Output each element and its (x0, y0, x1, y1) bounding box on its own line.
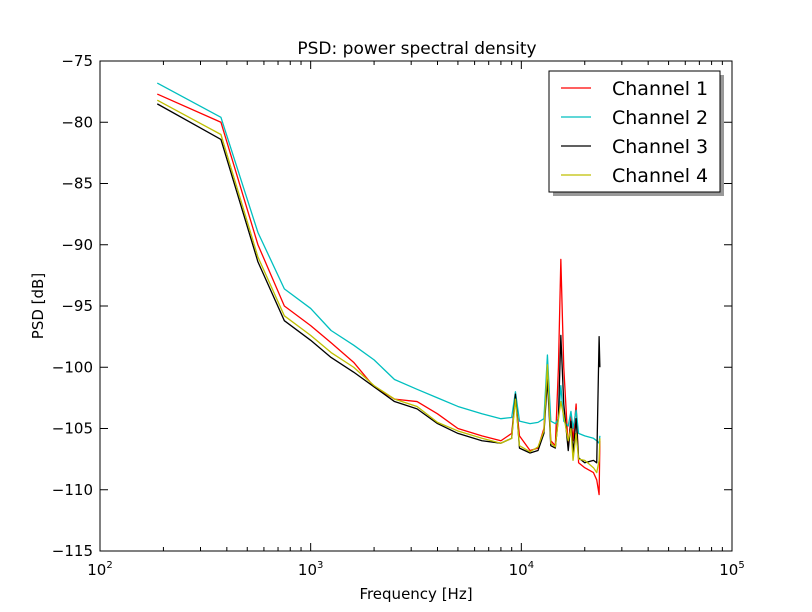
y-axis-label: PSD [dB] (29, 273, 47, 339)
y-tick-label: −100 (52, 358, 93, 376)
series-layer (156, 82, 601, 496)
series-line-channel-4 (156, 99, 601, 474)
legend-box (548, 70, 721, 193)
y-tick-label: −85 (61, 175, 93, 193)
x-tick-label: 105 (719, 560, 744, 579)
chart-title: PSD: power spectral density (297, 39, 536, 59)
y-tick-label: −80 (61, 113, 93, 131)
x-tick-label: 102 (87, 560, 112, 579)
y-axis-ticks: −75 −80 −85 −90 −95 −100 −105 −110 −115 (52, 52, 732, 560)
x-axis-ticks: 102 103 104 105 (87, 61, 745, 579)
legend: Channel 1 Channel 2 Channel 3 Channel 4 (548, 70, 724, 196)
y-tick-label: −75 (61, 52, 93, 70)
y-tick-label: −105 (52, 420, 93, 438)
y-tick-label: −95 (61, 297, 93, 315)
legend-label-channel-1: Channel 1 (612, 78, 708, 100)
y-tick-label: −110 (52, 481, 93, 499)
series-line-channel-2 (156, 82, 601, 444)
legend-label-channel-4: Channel 4 (612, 165, 708, 187)
legend-label-channel-3: Channel 3 (612, 136, 708, 158)
series-line-channel-3 (156, 103, 601, 464)
y-tick-label: −115 (52, 542, 93, 560)
legend-label-channel-2: Channel 2 (612, 107, 708, 129)
x-tick-label: 104 (509, 560, 534, 579)
y-tick-label: −90 (61, 236, 93, 254)
x-axis-label: Frequency [Hz] (359, 585, 472, 603)
x-tick-label: 103 (298, 560, 323, 579)
